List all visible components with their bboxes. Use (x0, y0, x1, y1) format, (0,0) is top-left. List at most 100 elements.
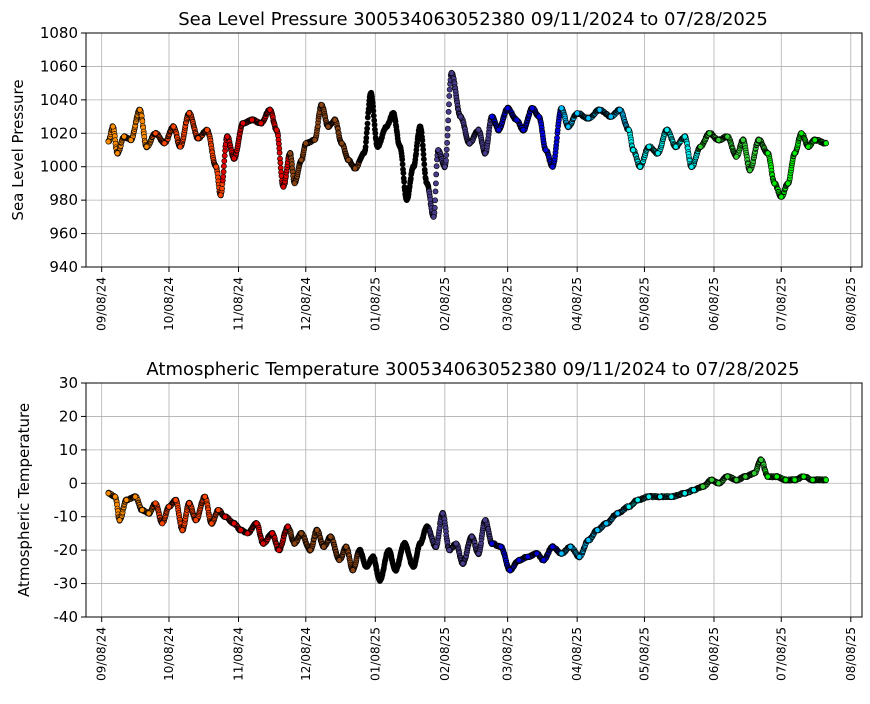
y-tick-label: 1040 (40, 91, 78, 109)
y-tick-label: 20 (59, 407, 78, 425)
data-point (421, 161, 428, 168)
chart-title: Atmospheric Temperature 300534063052380 … (146, 359, 799, 380)
data-point (708, 476, 715, 483)
data-point (540, 557, 547, 564)
data-point (681, 490, 688, 497)
data-point (269, 530, 276, 537)
x-tick-label: 05/08/25 (637, 277, 651, 331)
data-point (284, 523, 291, 530)
data-point (655, 150, 661, 157)
data-point (733, 153, 740, 160)
data-point (715, 480, 722, 487)
data-point (755, 137, 762, 143)
data-point (482, 150, 489, 157)
data-point (614, 510, 621, 517)
data-point (594, 527, 601, 533)
data-point (747, 167, 753, 173)
y-tick-label: 960 (49, 225, 78, 243)
data-point (565, 123, 572, 130)
data-point (177, 143, 184, 150)
data-point (576, 553, 583, 560)
y-tick-label: -10 (54, 508, 79, 526)
data-point (376, 577, 383, 584)
x-tick-label: 07/08/25 (774, 627, 788, 681)
data-point (400, 170, 407, 176)
data-point (504, 105, 511, 112)
data-point (231, 155, 237, 162)
atmospheric-temperature-chart: Atmospheric Temperature 300534063052380 … (15, 359, 863, 681)
data-point (139, 507, 145, 513)
x-tick-label: 08/08/25 (844, 277, 858, 331)
y-tick-label: 980 (49, 191, 78, 209)
data-point (349, 567, 356, 574)
data-point (249, 117, 255, 123)
data-point (266, 107, 273, 113)
data-point (681, 133, 688, 140)
data-point (338, 140, 345, 147)
data-point (506, 567, 513, 574)
x-tick-label: 11/08/24 (232, 627, 246, 681)
x-tick-label: 07/08/25 (774, 277, 788, 331)
data-point (431, 204, 438, 211)
data-point (554, 134, 560, 141)
data-point (385, 547, 392, 553)
data-point (116, 517, 123, 523)
data-point (220, 163, 227, 170)
data-point (444, 139, 450, 146)
data-point (596, 107, 603, 113)
y-tick-label: -40 (54, 608, 79, 626)
data-point (457, 113, 464, 120)
data-point (390, 110, 397, 117)
data-point (672, 143, 679, 150)
data-point (276, 149, 283, 156)
data-point (170, 123, 177, 130)
chart-title: Sea Level Pressure 300534063052380 09/11… (178, 9, 768, 30)
data-point (791, 150, 798, 157)
data-point (432, 197, 438, 204)
data-point (423, 180, 430, 187)
data-point (383, 123, 390, 130)
data-point (630, 147, 637, 153)
data-point (495, 126, 502, 133)
data-point (220, 173, 227, 180)
data-point (307, 547, 314, 553)
data-point (123, 497, 130, 503)
data-point (291, 540, 298, 547)
data-point (220, 168, 227, 175)
data-point (423, 523, 430, 530)
data-point (195, 135, 201, 142)
data-point (325, 123, 332, 130)
data-point (392, 567, 399, 574)
data-point (399, 161, 406, 168)
data-point (367, 90, 374, 97)
data-point (419, 137, 426, 144)
x-tick-label: 10/08/24 (162, 277, 176, 331)
data-point (459, 560, 466, 567)
data-point (215, 507, 222, 513)
data-point (585, 115, 592, 122)
data-point (432, 543, 439, 550)
data-point (443, 146, 450, 153)
data-point (132, 493, 139, 500)
y-tick-label: 30 (59, 374, 78, 392)
data-point (603, 520, 610, 527)
data-point (105, 138, 112, 145)
data-point (823, 140, 829, 147)
data-point (186, 110, 193, 117)
data-point (690, 487, 697, 493)
data-point (143, 143, 150, 150)
x-tick-label: 06/08/25 (707, 627, 721, 681)
data-point (114, 150, 121, 157)
data-point (363, 134, 370, 141)
data-point (785, 180, 791, 187)
data-point (567, 543, 574, 550)
data-point (699, 483, 706, 490)
x-tick-label: 04/08/25 (570, 277, 584, 331)
data-point (558, 550, 565, 557)
data-point (809, 476, 816, 483)
data-point (401, 540, 408, 547)
data-points (105, 69, 829, 220)
data-point (361, 150, 367, 157)
x-tick-label: 12/08/24 (299, 627, 313, 681)
